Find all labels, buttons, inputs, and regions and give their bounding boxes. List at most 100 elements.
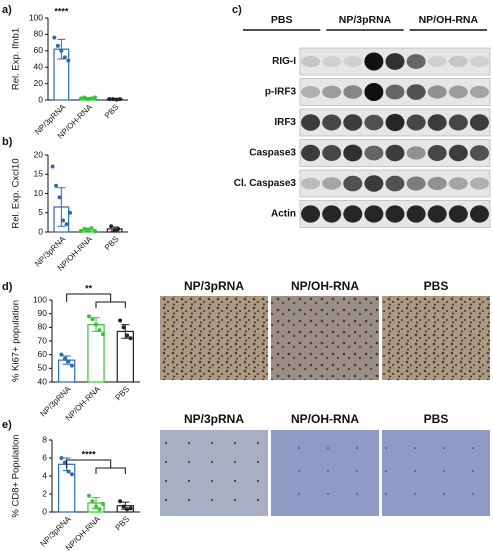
- blot-band: [343, 85, 363, 99]
- blot-band: [385, 144, 405, 162]
- panel-label: b): [2, 136, 13, 148]
- histology-label: NP/3pRNA: [184, 412, 244, 426]
- y-tick-label: 20: [34, 149, 44, 159]
- blot-band: [301, 55, 321, 68]
- y-axis-label: % CD8+ Population: [11, 434, 22, 517]
- blot-row-label: p-IRF3: [265, 87, 297, 98]
- y-tick-label: 40: [34, 61, 44, 71]
- blot-band: [343, 175, 363, 192]
- x-tick-label: PBS: [103, 235, 121, 253]
- data-point: [107, 97, 112, 102]
- data-point: [52, 35, 57, 40]
- y-tick-label: 40: [38, 376, 48, 386]
- data-point: [101, 332, 105, 337]
- y-tick-label: 100: [29, 12, 43, 22]
- blot-band: [343, 114, 363, 131]
- blot-band: [343, 205, 363, 223]
- data-point: [79, 228, 83, 233]
- y-tick-label: 80: [38, 322, 48, 332]
- x-tick-label: PBS: [114, 515, 132, 533]
- data-point: [89, 226, 94, 231]
- blot-band: [427, 114, 447, 131]
- blot-row-label: Cl. Caspase3: [234, 178, 297, 189]
- blot-band: [448, 85, 468, 99]
- blot-band: [427, 176, 447, 191]
- data-point: [101, 501, 105, 506]
- y-tick-label: 15: [34, 169, 44, 179]
- panel-label: c): [232, 4, 242, 16]
- data-point: [68, 210, 73, 215]
- data-point: [125, 333, 130, 338]
- blot-band: [427, 85, 447, 99]
- blot-band: [322, 177, 342, 190]
- significance: ****: [54, 6, 69, 16]
- blot-band: [385, 113, 405, 132]
- y-tick-label: 2: [42, 488, 47, 498]
- bracket: [66, 293, 126, 308]
- blot-band: [469, 85, 489, 99]
- blot-band: [322, 114, 342, 131]
- panel-label: a): [2, 4, 12, 16]
- y-tick-label: 20: [34, 78, 44, 88]
- blot-band: [385, 84, 405, 100]
- blot-group-label: NP/3pRNA: [339, 14, 392, 26]
- y-tick-label: 10: [34, 188, 44, 198]
- panel-label: e): [2, 419, 12, 431]
- data-point: [62, 55, 67, 60]
- blot-band: [364, 145, 384, 161]
- blot-band: [322, 85, 342, 99]
- blot-row-label: RIG-I: [272, 56, 296, 67]
- y-axis-label: Rel. Exp. Cxcl10: [11, 158, 22, 228]
- histology-label: NP/OH-RNA: [291, 279, 359, 293]
- blot-band: [322, 56, 342, 67]
- significance: **: [85, 283, 93, 293]
- blot-band: [322, 205, 342, 223]
- blot-band: [364, 175, 384, 192]
- data-point: [57, 195, 62, 200]
- data-point: [61, 218, 66, 223]
- y-tick-label: 6: [42, 452, 47, 462]
- data-point: [86, 97, 90, 102]
- blot-band: [448, 114, 468, 131]
- data-point: [62, 356, 67, 361]
- data-point: [69, 472, 74, 477]
- blot-row-label: IRF3: [274, 117, 296, 128]
- blot-band: [364, 52, 384, 71]
- error-bar: [62, 355, 71, 365]
- y-tick-label: 90: [38, 308, 48, 318]
- blot-band: [469, 114, 489, 131]
- data-point: [128, 506, 133, 511]
- blot-band: [301, 86, 321, 98]
- blot-band: [322, 145, 342, 161]
- data-point: [114, 97, 119, 102]
- data-point: [110, 97, 115, 102]
- blot-band: [406, 205, 426, 223]
- blot-band: [301, 114, 321, 131]
- histology-label: NP/3pRNA: [184, 279, 244, 293]
- blot-band: [469, 177, 489, 190]
- blot-band: [469, 56, 489, 67]
- histology-image: [160, 430, 268, 516]
- data-point: [97, 328, 102, 333]
- data-point: [86, 228, 90, 233]
- blot-band: [448, 177, 468, 190]
- histology-label: PBS: [424, 279, 449, 293]
- blot-band: [385, 53, 405, 70]
- blot-band: [406, 176, 426, 191]
- blot-band: [301, 144, 321, 162]
- data-point: [66, 469, 71, 474]
- data-point: [128, 336, 133, 341]
- data-point: [94, 504, 98, 509]
- blot-row-label: Actin: [271, 209, 296, 220]
- blot-band: [364, 83, 384, 101]
- blot-band: [343, 56, 363, 67]
- blot-band: [406, 146, 426, 160]
- data-point: [59, 456, 64, 460]
- blot-band: [448, 144, 468, 162]
- blot-band: [427, 56, 447, 67]
- histology-image: [271, 430, 379, 516]
- blot-band: [427, 145, 447, 161]
- histology-image: [271, 296, 379, 380]
- data-point: [69, 363, 74, 368]
- data-point: [82, 226, 87, 231]
